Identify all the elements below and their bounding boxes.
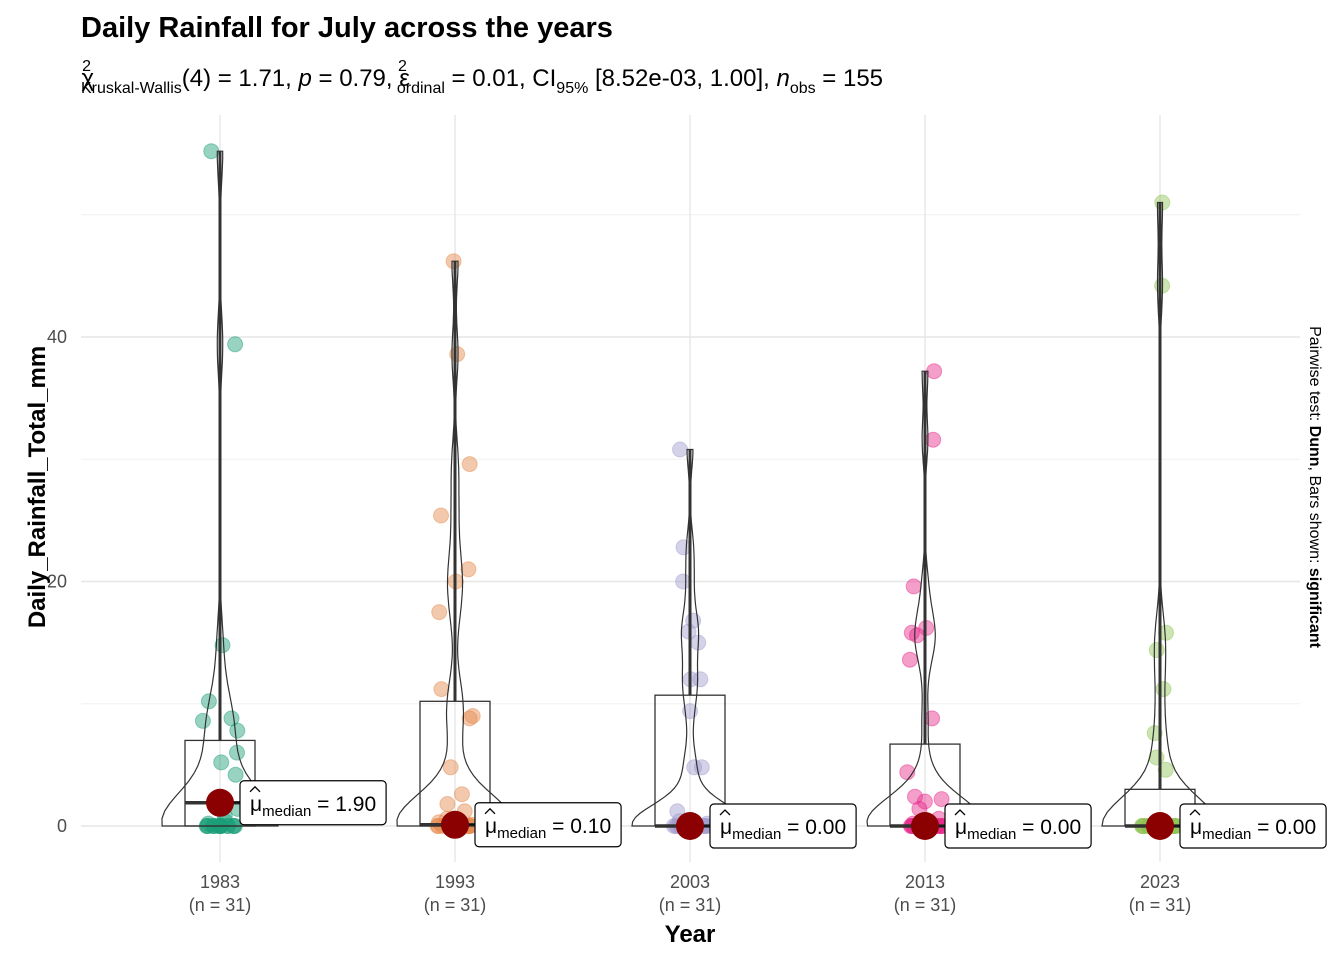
data-point	[905, 578, 922, 595]
data-point	[1157, 761, 1174, 778]
data-point	[227, 766, 244, 783]
y-tick-label: 20	[47, 572, 67, 592]
median-point	[676, 812, 704, 840]
data-point	[433, 681, 450, 698]
plot-groups: μmedian = 1.90 μmedian = 0.10 μmedian = 0.…	[161, 143, 1327, 849]
median-label-box	[474, 802, 622, 848]
x-tick-n-label: (n = 31)	[424, 895, 487, 915]
x-tick-label: 2023	[1140, 872, 1180, 892]
data-point	[227, 336, 244, 353]
violin	[1101, 201, 1219, 827]
x-tick-n-label: (n = 31)	[1129, 895, 1192, 915]
y-tick-label: 40	[47, 327, 67, 347]
median-label-box	[709, 803, 857, 849]
x-axis-ticks: 1983 (n = 31) 1993 (n = 31) 2003 (n = 31) 2013…	[189, 872, 1192, 915]
median-hat-icon	[1189, 809, 1201, 816]
violin	[631, 448, 749, 827]
data-point	[449, 346, 466, 363]
data-point	[1146, 725, 1163, 742]
median-hat-icon	[954, 809, 966, 816]
x-tick-label: 2003	[670, 872, 710, 892]
data-point	[453, 786, 470, 803]
data-point	[926, 363, 943, 380]
median-label-box	[1179, 803, 1327, 849]
median-label: μmedian = 0.10	[485, 815, 611, 842]
data-point	[1148, 642, 1165, 658]
data-point	[692, 671, 709, 688]
data-point	[200, 815, 217, 832]
data-point	[916, 793, 933, 810]
group-2003: μmedian = 0.00	[631, 441, 857, 849]
data-point	[924, 710, 941, 727]
median-hat-icon	[484, 807, 496, 815]
median-hat-icon	[249, 785, 261, 793]
median-label: μmedian = 0.00	[720, 816, 846, 843]
data-point	[461, 456, 478, 473]
x-tick-label: 1993	[435, 872, 475, 892]
x-tick-label: 2013	[905, 872, 945, 892]
data-point	[213, 754, 230, 771]
group-2013: μmedian = 0.00	[866, 363, 1092, 849]
data-point	[1155, 681, 1172, 698]
data-point	[686, 759, 703, 776]
data-point	[442, 759, 459, 776]
data-point	[909, 627, 925, 644]
x-tick-n-label: (n = 31)	[659, 895, 722, 915]
y-axis-title: Daily_Rainfall_Total_mm	[24, 346, 51, 628]
data-point	[433, 507, 449, 524]
data-point	[431, 604, 448, 621]
data-point	[229, 722, 246, 739]
median-label: μmedian = 0.00	[955, 816, 1081, 843]
median-point	[1146, 812, 1174, 840]
data-point	[194, 712, 211, 729]
group-1993: μmedian = 0.10	[396, 253, 622, 848]
x-tick-n-label: (n = 31)	[894, 895, 957, 915]
pairwise-caption: Pairwise test: Dunn, Bars shown: signifi…	[1306, 326, 1323, 649]
x-tick-label: 1983	[200, 872, 240, 892]
data-point	[439, 796, 456, 812]
violin	[161, 150, 279, 827]
median-point	[911, 812, 939, 840]
data-point	[933, 791, 950, 808]
data-point	[672, 441, 688, 458]
group-1983: μmedian = 1.90	[161, 143, 387, 834]
data-point	[907, 788, 923, 805]
x-tick-n-label: (n = 31)	[189, 895, 252, 915]
data-point	[901, 651, 918, 668]
group-2023: μmedian = 0.00	[1101, 194, 1327, 849]
data-point	[675, 573, 692, 590]
data-point	[214, 637, 231, 654]
median-point	[206, 788, 234, 817]
data-point	[461, 710, 478, 727]
data-point	[223, 710, 240, 727]
median-label-box	[239, 780, 387, 826]
median-label: μmedian = 0.00	[1190, 816, 1316, 843]
median-point	[441, 810, 469, 839]
median-label: μmedian = 1.90	[250, 793, 376, 820]
y-axis-ticks: 0 20 40	[47, 327, 67, 836]
data-point	[203, 143, 220, 160]
data-point	[464, 708, 481, 724]
data-point	[460, 561, 477, 578]
violin	[396, 260, 514, 827]
chart-subtitle: χ2 Kruskal-Wallis(4) = 1.71, p = 0.79, ε2…	[81, 58, 883, 97]
y-tick-label: 0	[57, 816, 67, 836]
chart-title: Daily Rainfall for July across the years	[81, 12, 613, 44]
violin	[866, 370, 984, 827]
x-axis-title: Year	[665, 921, 716, 948]
median-hat-icon	[719, 809, 731, 816]
data-point	[669, 803, 686, 820]
median-label-box	[944, 803, 1092, 849]
